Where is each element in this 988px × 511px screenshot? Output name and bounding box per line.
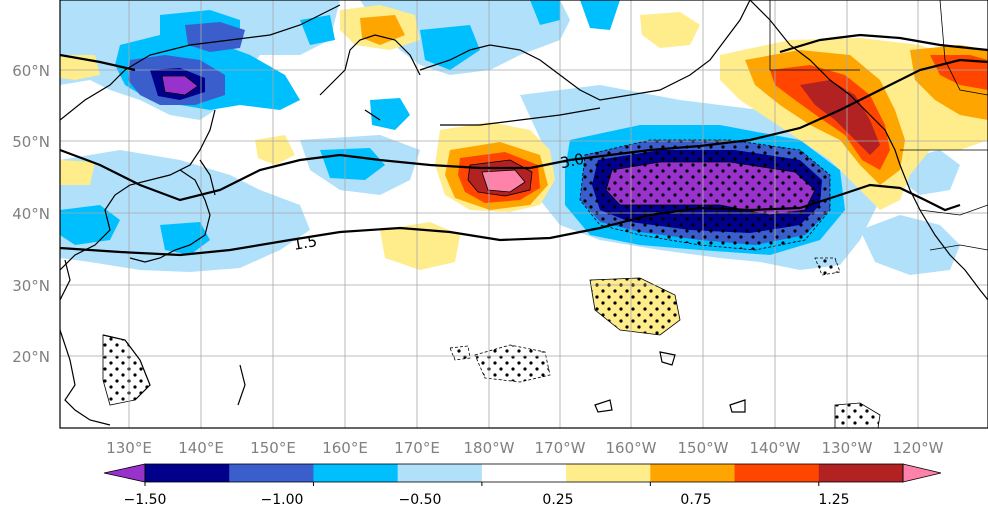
colorbar-tick-label: −1.50 (124, 492, 167, 508)
lon-label: 150°W (678, 439, 729, 457)
colorbar-bin (313, 464, 399, 482)
map-frame (59, 0, 988, 429)
colorbar-bin (818, 464, 904, 482)
colorbar-bin (566, 464, 651, 482)
colorbar-tick-label: 1.25 (818, 492, 849, 508)
lon-label: 120°W (893, 439, 944, 457)
positive-anomaly-areas (60, 5, 988, 336)
lon-label: 180°W (464, 439, 515, 457)
colorbar-bin (145, 464, 230, 482)
significance-stipple (102, 139, 881, 428)
lon-label: 150°E (250, 439, 296, 457)
colorbar-tick-label: 0.75 (680, 492, 711, 508)
lon-label: 130°E (106, 439, 152, 457)
contour-label: 1.5 (292, 232, 319, 254)
lon-label: 140°E (178, 439, 224, 457)
contour-label: 3.0 (559, 150, 586, 173)
colorbar-tick-label: 0.25 (542, 492, 573, 508)
colorbar-tick-label: −1.00 (261, 492, 304, 508)
colorbar-extend-left (103, 463, 146, 483)
country-borders (769, 0, 988, 251)
lon-label: 130°W (822, 439, 873, 457)
lat-label: 20°N (12, 348, 50, 366)
lat-label: 60°N (12, 62, 50, 80)
map-field (60, 0, 988, 428)
colorbar-bin (734, 464, 820, 482)
lon-label: 140°W (750, 439, 801, 457)
latitude-labels: 60°N 50°N 40°N 30°N 20°N (12, 62, 50, 366)
lon-label: 170°W (535, 439, 586, 457)
longitude-labels: 130°E 140°E 150°E 160°E 170°E 180°W 170°… (106, 439, 943, 457)
lat-label: 30°N (12, 277, 50, 295)
lat-label: 50°N (12, 133, 50, 151)
coastlines (60, 0, 988, 426)
colorbar-bin (650, 464, 736, 482)
colorbar-bin (397, 464, 483, 482)
colorbar-bin (229, 464, 314, 482)
lon-label: 170°E (394, 439, 440, 457)
lon-label: 160°E (322, 439, 368, 457)
lat-label: 40°N (12, 205, 50, 223)
jet-contours (60, 33, 988, 257)
colorbar: −1.50 −1.00 −0.50 0.25 0.75 1.25 (103, 463, 942, 508)
colorbar-bin (481, 464, 567, 482)
colorbar-extend-right (902, 463, 942, 483)
colorbar-tick-label: −0.50 (399, 492, 442, 508)
lon-label: 160°W (606, 439, 657, 457)
